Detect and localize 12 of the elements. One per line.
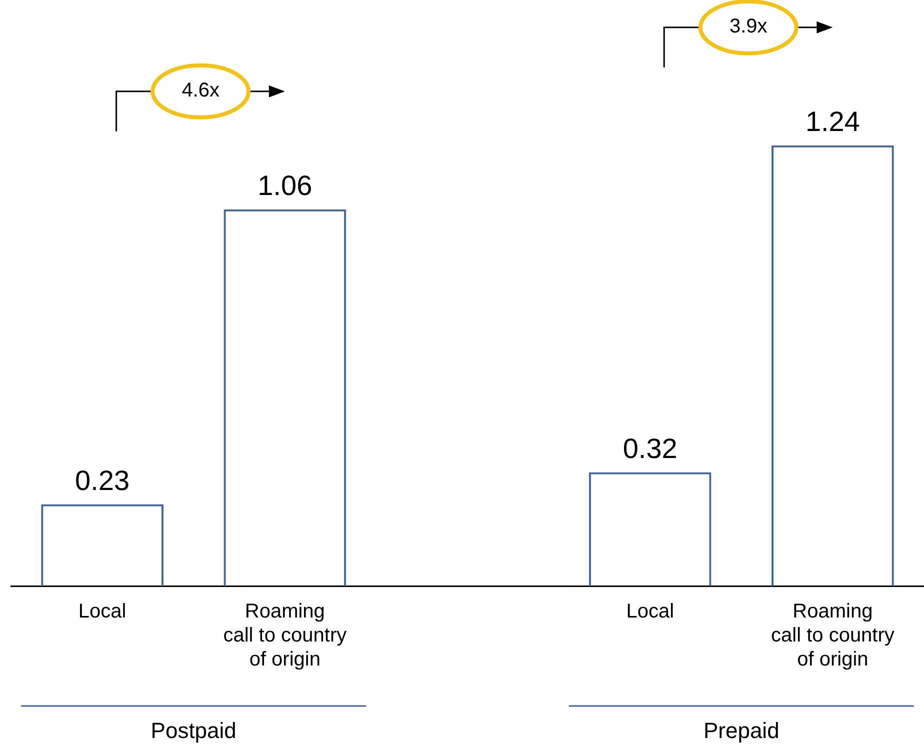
data-label: 1.06 — [258, 170, 312, 202]
data-label: 0.32 — [622, 433, 678, 464]
text: Prepaid — [703, 718, 780, 744]
x-tick-label: Local — [626, 600, 674, 623]
x-tick-label: Roaming call to country of origin — [771, 600, 894, 671]
text: 3.9x — [729, 16, 768, 39]
data-label: 1.24 — [805, 106, 860, 138]
x-tick-label: Local — [78, 600, 126, 623]
data-label: 0.23 — [75, 464, 130, 496]
text: Postpaid — [150, 718, 236, 744]
text: 4.6x — [182, 80, 220, 103]
x-tick-label: Roaming call to country of origin — [223, 600, 347, 671]
